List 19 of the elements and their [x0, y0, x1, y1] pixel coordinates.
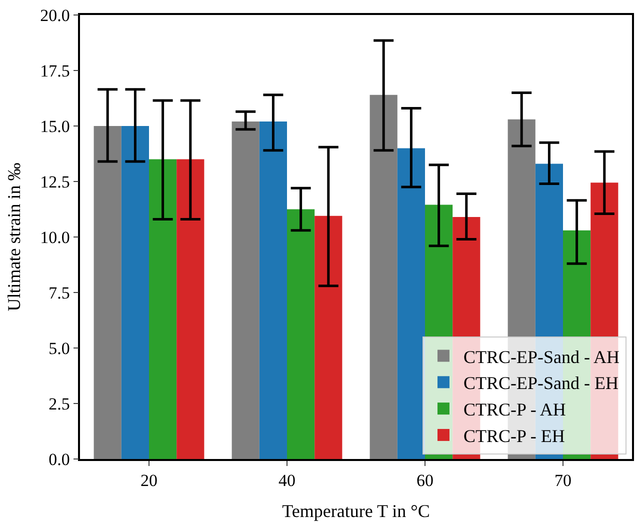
x-axis-title: Temperature T in °C: [282, 500, 430, 521]
y-tick-label: 15.0: [40, 116, 70, 136]
x-tick-label: 20: [140, 471, 158, 490]
legend-label: CTRC-EP-Sand - EH: [463, 373, 618, 394]
legend-label: CTRC-P - EH: [463, 426, 565, 446]
y-axis-title: Ultimate strain in ‰: [4, 162, 24, 312]
y-tick-label: 20.0: [40, 6, 70, 25]
y-tick-label: 10.0: [40, 228, 70, 247]
y-tick-label: 2.5: [48, 394, 70, 414]
legend-label: CTRC-EP-Sand - AH: [463, 346, 620, 367]
legend-label: CTRC-P - AH: [463, 400, 566, 420]
y-tick-label: 12.5: [40, 172, 70, 192]
x-tick-label: 60: [416, 471, 434, 490]
y-tick-label: 17.5: [40, 61, 70, 80]
y-tick-label: 5.0: [48, 338, 70, 358]
x-tick-label: 70: [554, 471, 572, 490]
y-tick-label: 0.0: [48, 450, 70, 469]
x-tick-label: 40: [278, 471, 296, 490]
y-tick-label: 7.5: [48, 283, 70, 302]
